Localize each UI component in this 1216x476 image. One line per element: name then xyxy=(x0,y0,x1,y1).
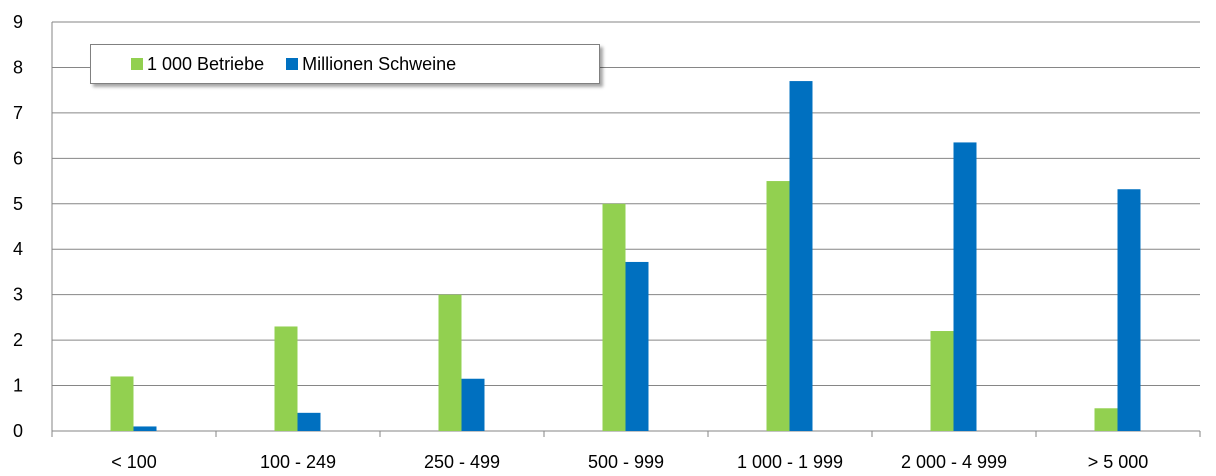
y-tick-label-0: 0 xyxy=(13,421,23,441)
legend: 1 000 Betriebe Millionen Schweine xyxy=(90,44,600,84)
y-tick-label-9: 9 xyxy=(13,12,23,32)
y-tick-label-1: 1 xyxy=(13,376,23,396)
legend-item-schweine: Millionen Schweine xyxy=(286,54,456,75)
x-tick-label-4: 1 000 - 1 999 xyxy=(737,452,843,472)
bar-schweine-3 xyxy=(625,261,649,431)
x-tick-label-6: > 5 000 xyxy=(1088,452,1149,472)
bar-betriebe-0 xyxy=(110,376,134,431)
x-tick-label-5: 2 000 - 4 999 xyxy=(901,452,1007,472)
bar-betriebe-1 xyxy=(274,326,298,431)
x-tick-label-3: 500 - 999 xyxy=(588,452,664,472)
y-tick-label-2: 2 xyxy=(13,330,23,350)
bar-betriebe-4 xyxy=(766,181,790,431)
bar-betriebe-2 xyxy=(438,294,462,431)
y-tick-label-6: 6 xyxy=(13,148,23,168)
y-tick-label-4: 4 xyxy=(13,239,23,259)
y-tick-label-7: 7 xyxy=(13,103,23,123)
legend-label-schweine: Millionen Schweine xyxy=(302,53,457,74)
legend-swatch-schweine xyxy=(286,58,299,70)
bar-schweine-4 xyxy=(789,81,813,432)
legend-label-betriebe: 1 000 Betriebe xyxy=(147,53,265,74)
y-tick-label-5: 5 xyxy=(13,194,23,214)
bar-betriebe-6 xyxy=(1094,408,1118,431)
x-tick-label-2: 250 - 499 xyxy=(424,452,500,472)
bar-schweine-2 xyxy=(461,378,485,431)
y-tick-label-3: 3 xyxy=(13,285,23,305)
x-tick-label-0: < 100 xyxy=(111,452,157,472)
legend-swatch-betriebe xyxy=(131,58,143,70)
bar-betriebe-5 xyxy=(930,331,954,431)
y-tick-label-8: 8 xyxy=(13,57,23,77)
bar-schweine-0 xyxy=(133,426,157,431)
bar-schweine-6 xyxy=(1117,189,1141,431)
bar-schweine-1 xyxy=(297,412,321,431)
bar-schweine-5 xyxy=(953,142,977,431)
legend-item-betriebe: 1 000 Betriebe xyxy=(131,54,264,75)
bar-betriebe-3 xyxy=(602,203,626,431)
x-tick-label-1: 100 - 249 xyxy=(260,452,336,472)
